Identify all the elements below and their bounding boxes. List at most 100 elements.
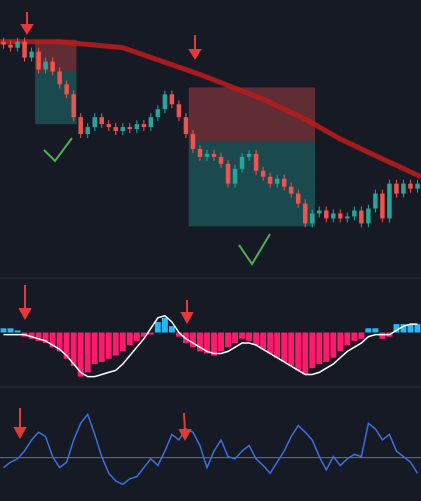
candle-body — [239, 156, 245, 169]
histogram-bar — [56, 332, 63, 352]
candle-body — [64, 84, 69, 95]
histogram-bar — [281, 332, 288, 362]
histogram-bar — [147, 332, 154, 335]
histogram-bar — [35, 332, 42, 341]
candle-body — [246, 153, 252, 157]
candle-body — [148, 117, 154, 128]
histogram-bar — [267, 332, 274, 354]
candle-body — [359, 210, 364, 224]
histogram-bar — [112, 332, 119, 356]
candle-body — [380, 193, 385, 219]
oscillator-line — [3, 412, 419, 486]
histogram-bar — [70, 332, 77, 367]
candle-body — [288, 186, 294, 194]
histogram-bar — [0, 328, 7, 333]
histogram-bar — [358, 332, 365, 339]
candle-body — [92, 117, 97, 128]
candle-body — [274, 178, 280, 184]
candle-body — [43, 61, 48, 70]
position-zone — [35, 71, 77, 125]
candle-body — [232, 168, 238, 184]
candle-body — [15, 41, 20, 48]
histogram-bar — [182, 332, 189, 343]
signal-line — [3, 314, 418, 378]
candle-body — [50, 61, 55, 72]
histogram-bar — [7, 328, 14, 333]
histogram-bar — [239, 332, 246, 339]
moving-average — [0, 39, 421, 179]
histogram-bar — [274, 332, 281, 358]
candle-body — [260, 170, 266, 177]
candle-body — [387, 183, 392, 219]
candle-body — [253, 153, 259, 171]
check-marks — [43, 137, 271, 266]
candle-body — [324, 210, 329, 219]
candle-body — [169, 94, 175, 105]
histogram-bar — [365, 328, 372, 333]
histogram-bar — [42, 332, 49, 343]
histogram-bar — [253, 332, 260, 346]
histogram-bar — [204, 332, 210, 354]
histogram-bar — [28, 332, 35, 339]
histogram-bar — [175, 332, 182, 337]
histogram-bar — [133, 332, 140, 341]
candle-body — [155, 109, 161, 118]
candle-body — [78, 117, 83, 135]
histogram-bar — [126, 332, 133, 346]
candle-body — [141, 124, 147, 128]
candle-body — [415, 183, 420, 189]
candle-body — [134, 124, 140, 130]
histogram-bar — [98, 332, 105, 362]
histogram-bar — [351, 332, 358, 341]
histogram-bar — [295, 332, 302, 371]
histogram-bar — [218, 332, 224, 352]
histogram-bar — [14, 330, 21, 333]
candle-body — [267, 176, 273, 184]
candle-body — [176, 104, 182, 118]
histogram-bar — [379, 332, 386, 339]
histogram-bar — [400, 324, 407, 333]
histogram-bar — [211, 332, 217, 356]
histogram-bar — [309, 332, 316, 369]
histogram-bar — [84, 332, 91, 373]
histogram-bar — [302, 332, 309, 375]
candle-body — [211, 153, 217, 157]
histogram-bar — [246, 332, 253, 341]
candle-body — [352, 210, 357, 217]
histogram-bar — [119, 332, 126, 352]
histogram-bar — [337, 332, 344, 352]
histogram-bar — [393, 324, 400, 333]
histogram-bar — [316, 332, 323, 364]
candle-body — [8, 44, 13, 48]
histogram-bar — [154, 322, 161, 333]
candle-body — [106, 124, 112, 128]
candle-body — [401, 183, 406, 194]
histogram-bar — [49, 332, 56, 348]
histogram-bar — [372, 328, 379, 333]
histogram-bar — [260, 332, 267, 350]
candle-body — [366, 208, 371, 224]
histogram-bar — [168, 326, 175, 333]
candle-body — [22, 41, 27, 58]
histogram-bar — [63, 332, 70, 359]
histogram-bar — [414, 324, 421, 333]
candle-body — [281, 178, 287, 187]
candle-body — [29, 51, 34, 58]
histogram-bar — [77, 332, 84, 377]
candle-body — [295, 193, 301, 204]
histogram-bar — [105, 332, 112, 359]
candle-body — [99, 117, 104, 125]
candle-body — [183, 117, 189, 135]
histogram-bar — [288, 332, 295, 367]
histogram-bar — [190, 332, 196, 348]
histogram-bar — [91, 332, 98, 364]
candle-body — [225, 163, 231, 184]
position-zone — [188, 141, 316, 227]
candle-body — [71, 94, 76, 118]
histogram-bar — [232, 332, 239, 343]
candle-body — [317, 210, 322, 214]
candle-body — [338, 213, 343, 219]
candle-body — [373, 193, 378, 209]
histogram-bar — [197, 332, 203, 352]
